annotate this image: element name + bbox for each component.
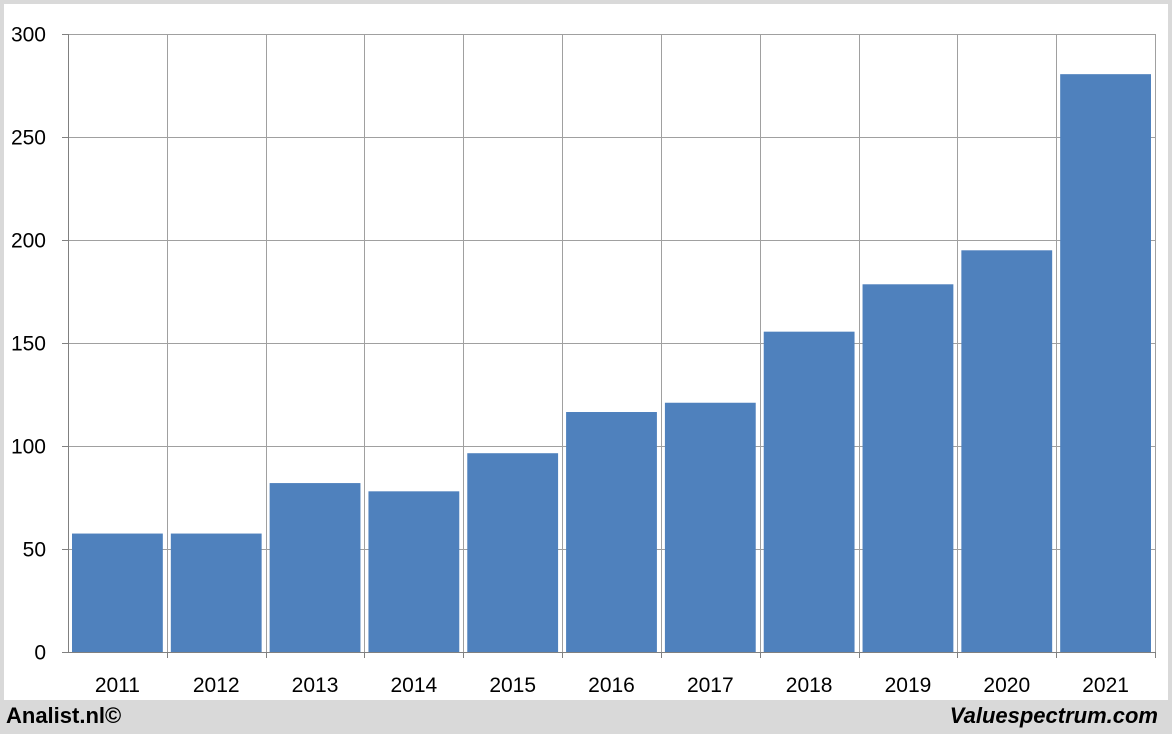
bar-2017 — [664, 402, 756, 652]
bars — [72, 74, 1151, 653]
valuespectrum-credit: Valuespectrum.com — [949, 703, 1158, 728]
y-tick-label: 200 — [11, 230, 46, 253]
y-tick-label: 300 — [11, 24, 46, 47]
y-tick-label: 50 — [23, 539, 46, 562]
x-tick-label: 2015 — [489, 674, 536, 697]
x-tick-label: 2014 — [391, 674, 438, 697]
bar-2012 — [170, 533, 262, 652]
x-tick-label: 2020 — [983, 674, 1030, 697]
x-tick-label: 2017 — [687, 674, 734, 697]
bar-2014 — [368, 491, 460, 652]
x-tick-label: 2013 — [292, 674, 339, 697]
bar-2019 — [862, 284, 954, 652]
bar-2018 — [763, 331, 855, 652]
tick-labels: 0 50 100 150 200 250 300 2011 2012 2013 2014 2015 20… — [11, 24, 1129, 698]
y-tick-label: 250 — [11, 127, 46, 150]
bar-2016 — [566, 412, 657, 652]
x-tick-label: 2019 — [885, 674, 932, 697]
y-tick-label: 100 — [11, 436, 46, 459]
grid-lines — [68, 34, 1156, 652]
bar-2011 — [72, 533, 163, 652]
x-tick-label: 2011 — [95, 674, 140, 697]
bar-2021 — [1060, 74, 1151, 653]
analist-credit: Analist.nl© — [6, 703, 122, 728]
x-tick-label: 2016 — [588, 674, 635, 697]
x-tick-label: 2021 — [1082, 674, 1129, 697]
y-tick-label: 0 — [34, 642, 46, 665]
x-tick-label: 2012 — [193, 674, 240, 697]
bar-2013 — [269, 483, 361, 652]
bar-2020 — [961, 250, 1053, 653]
bar-2015 — [467, 453, 559, 652]
y-tick-label: 150 — [11, 333, 46, 356]
axes — [62, 34, 1156, 658]
x-tick-label: 2018 — [786, 674, 833, 697]
